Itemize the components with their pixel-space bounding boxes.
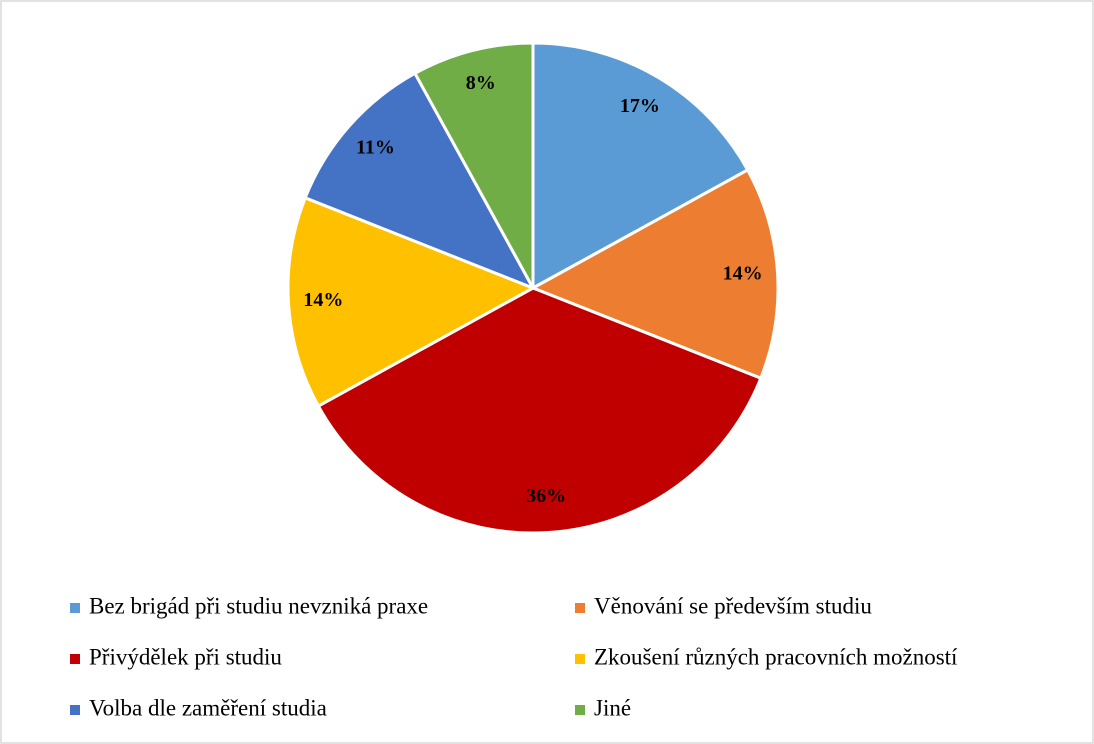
legend-label: Volba dle zaměření studia — [89, 695, 327, 720]
legend-label: Jiné — [594, 695, 631, 720]
legend-label: Věnování se především studiu — [594, 593, 872, 618]
legend-label: Zkoušení různých pracovních možností — [594, 644, 958, 669]
legend-swatch — [70, 654, 80, 664]
data-label: 36% — [526, 485, 566, 507]
data-label: 17% — [620, 95, 660, 117]
data-label: 14% — [723, 262, 763, 284]
pie-slice — [286, 195, 537, 409]
pie-slice — [531, 41, 750, 291]
data-label: 11% — [356, 137, 395, 159]
pie-slice — [316, 286, 763, 535]
pie-slice — [529, 167, 780, 381]
legend-swatch — [70, 705, 80, 715]
data-label: 8% — [466, 72, 496, 94]
pie-slice — [412, 41, 535, 289]
legend-swatch — [575, 654, 585, 664]
legend-label: Přivýdělek při studiu — [89, 644, 282, 669]
pie-slice — [303, 71, 537, 291]
legend-label: Bez brigád při studiu nevzniká praxe — [89, 593, 428, 618]
legend-swatch — [70, 603, 80, 613]
legend-swatch — [575, 603, 585, 613]
data-label: 14% — [303, 289, 343, 311]
legend-swatch — [575, 705, 585, 715]
